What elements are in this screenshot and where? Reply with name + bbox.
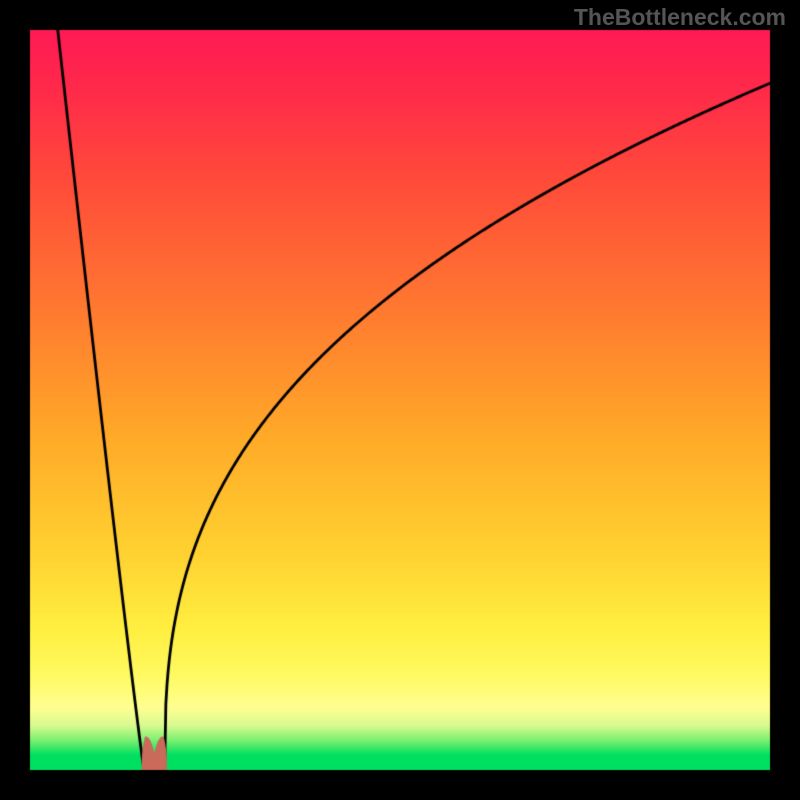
bottleneck-curve-chart [0,0,800,800]
watermark-text: TheBottleneck.com [574,4,786,31]
chart-root: TheBottleneck.com [0,0,800,800]
